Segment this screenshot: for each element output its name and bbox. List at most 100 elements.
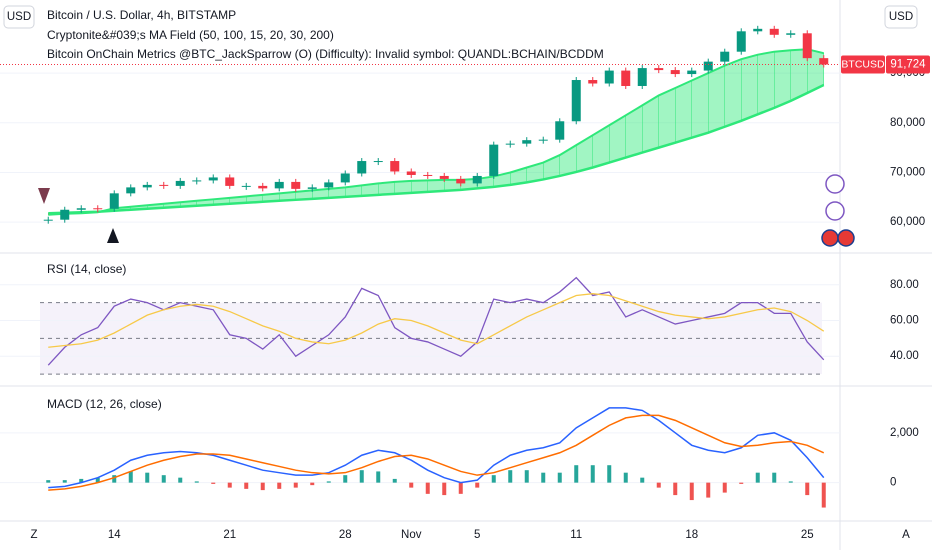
chart-layer: 60,00070,00080,00090,000142128Nov5111825… <box>0 25 930 541</box>
histogram-bar <box>62 480 67 483</box>
chart-title: Bitcoin / U.S. Dollar, 4h, BITSTAMP <box>47 8 236 22</box>
candle <box>373 161 383 163</box>
x-tick-label: 14 <box>108 529 121 541</box>
histogram-bar <box>590 465 595 483</box>
candle <box>241 185 251 187</box>
candle <box>439 175 449 179</box>
currency-label[interactable]: USD <box>889 11 913 23</box>
x-tick-label: 18 <box>685 529 698 541</box>
y-tick-label: 60,000 <box>890 216 925 228</box>
histogram-bar <box>194 481 199 483</box>
auto-scale-button[interactable]: A <box>902 529 910 541</box>
candle <box>720 51 730 62</box>
currency-button[interactable] <box>884 5 918 29</box>
economic-event-icon[interactable] <box>837 229 855 247</box>
histogram-bar <box>376 471 381 483</box>
candle <box>274 181 284 189</box>
histogram-bar <box>508 470 513 483</box>
histogram-bar <box>442 482 447 496</box>
histogram-bar <box>656 482 661 488</box>
candle <box>390 161 400 172</box>
candle <box>786 33 796 35</box>
event-icon[interactable] <box>825 201 845 221</box>
histogram-bar <box>392 478 397 483</box>
x-tick-label: 5 <box>474 529 480 541</box>
candle <box>654 68 664 71</box>
candle <box>258 185 268 189</box>
x-tick-label: 28 <box>339 529 352 541</box>
candle <box>340 173 350 183</box>
candle <box>126 187 136 194</box>
candle <box>687 70 697 75</box>
histogram-bar <box>623 472 628 483</box>
y-tick-label: 0 <box>890 477 896 489</box>
candle <box>291 181 301 189</box>
histogram-bar <box>326 481 331 483</box>
sell-signal <box>38 188 50 204</box>
event-icon[interactable] <box>825 174 845 194</box>
pane-title: RSI (14, close) <box>47 262 126 276</box>
rsi-line <box>47 276 825 366</box>
histogram-bar <box>805 482 810 496</box>
ma-slow-line <box>48 83 825 215</box>
histogram-bar <box>128 471 133 483</box>
histogram-bar <box>293 482 298 488</box>
histogram-bar <box>277 482 282 489</box>
histogram-bar <box>425 482 430 494</box>
ma-ribbon-segment <box>757 51 775 115</box>
histogram-bar <box>79 478 84 483</box>
candle <box>109 193 119 209</box>
histogram-bar <box>607 465 612 483</box>
candle <box>555 121 565 140</box>
currency-label[interactable]: USD <box>7 11 31 23</box>
candle <box>522 140 532 144</box>
histogram-bar <box>541 472 546 483</box>
ma-ribbon-segment <box>658 87 676 148</box>
histogram-bar <box>260 482 265 491</box>
candle <box>406 171 416 175</box>
histogram-bar <box>161 475 166 483</box>
rsi-ma-line <box>48 293 825 348</box>
ma-ribbon-segment <box>675 80 692 143</box>
pane-title: MACD (12, 26, close) <box>47 397 162 411</box>
histogram-bar <box>739 482 744 484</box>
y-tick-label: 70,000 <box>890 167 925 179</box>
histogram-bar <box>772 472 777 483</box>
candle <box>489 144 499 176</box>
candle <box>175 180 185 186</box>
histogram-bar <box>95 477 100 483</box>
candle <box>192 180 202 182</box>
ma-ribbon-segment <box>741 54 758 122</box>
currency-button[interactable] <box>3 5 35 29</box>
candle <box>588 80 598 84</box>
histogram-bar <box>343 475 348 483</box>
symbol-tag <box>841 55 885 74</box>
candle <box>208 177 218 181</box>
histogram-bar <box>574 465 579 483</box>
histogram-bar <box>178 477 183 483</box>
y-tick-label: 80.00 <box>890 279 919 291</box>
signal-line <box>48 414 825 491</box>
histogram-bar <box>755 472 760 483</box>
histogram-bar <box>689 482 694 501</box>
candle <box>225 177 235 186</box>
x-tick-label: 11 <box>570 529 582 541</box>
histogram-bar <box>145 472 150 483</box>
x-tick-label: 21 <box>223 529 236 541</box>
candle <box>604 70 614 84</box>
histogram-bar <box>359 470 364 483</box>
candle <box>76 208 86 210</box>
reset-button[interactable]: Z <box>30 529 37 541</box>
histogram-bar <box>491 475 496 483</box>
candle <box>621 70 631 86</box>
candle <box>703 61 713 71</box>
economic-event-icon[interactable] <box>821 229 839 247</box>
histogram-bar <box>458 482 463 494</box>
candle <box>538 139 548 141</box>
histogram-bar <box>640 477 645 483</box>
histogram-bar <box>673 482 678 496</box>
candle <box>324 182 334 188</box>
histogram-bar <box>788 481 793 483</box>
